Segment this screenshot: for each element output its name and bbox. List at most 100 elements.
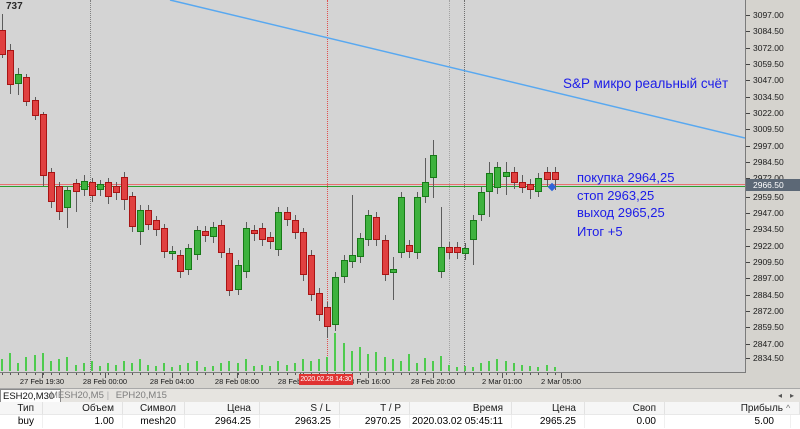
time-tick — [156, 373, 157, 375]
volume-bar — [83, 363, 85, 371]
horizontal-price-line — [0, 186, 745, 187]
volume-bar — [131, 363, 133, 371]
time-tick — [188, 373, 189, 375]
tab-mesh20-m5[interactable]: MESH20,M5 — [50, 390, 104, 401]
volume-bar — [42, 353, 44, 371]
time-tick — [441, 373, 442, 375]
candle — [454, 247, 461, 253]
time-axis[interactable]: 27 Feb 19:30 28 Feb 00:00 28 Feb 04:00 28 F… — [0, 373, 800, 388]
price-axis-label: 2997.00 — [753, 141, 784, 151]
price-tick — [746, 146, 750, 147]
volume-bar — [155, 366, 157, 371]
candle — [105, 182, 112, 197]
price-tick — [746, 80, 750, 81]
volume-bar — [302, 359, 304, 371]
price-tick — [746, 97, 750, 98]
volume-bar — [269, 366, 271, 371]
candle — [121, 177, 128, 200]
candle — [494, 167, 501, 188]
volume-bar — [163, 363, 165, 371]
time-tick — [473, 373, 474, 375]
volume-bar — [123, 361, 125, 371]
candle — [235, 265, 242, 290]
volume-bar — [115, 365, 117, 371]
candle — [430, 155, 437, 178]
volume-bar — [212, 366, 214, 371]
candle — [284, 212, 291, 220]
volume-bar — [147, 365, 149, 371]
price-tick — [746, 262, 750, 263]
candle — [202, 231, 209, 236]
scroll-right-icon[interactable]: ▸ — [790, 391, 795, 400]
price-axis-label: 2897.00 — [753, 273, 784, 283]
volume-bar — [448, 365, 450, 371]
volume-bar — [400, 361, 402, 371]
volume-bar — [1, 359, 3, 371]
candle — [446, 247, 453, 253]
price-tick — [746, 31, 750, 32]
volume-bar — [66, 357, 68, 371]
volume-bar — [505, 361, 507, 371]
table-cell: 0.00 — [585, 415, 665, 428]
candle — [414, 197, 421, 253]
candle — [422, 182, 429, 197]
candle — [357, 238, 364, 257]
candle-wick — [506, 162, 507, 195]
volume-bar — [237, 363, 239, 371]
time-tick — [522, 373, 523, 375]
candle — [23, 77, 30, 102]
volume-bar — [310, 361, 312, 371]
candle — [97, 184, 104, 190]
time-tick-major — [237, 373, 238, 378]
horizontal-price-line — [0, 184, 745, 185]
time-tick-major — [368, 373, 369, 378]
volume-bar — [245, 359, 247, 371]
price-tick — [746, 213, 750, 214]
volume-bar — [440, 356, 442, 371]
volume-bar — [277, 361, 279, 371]
time-tick — [360, 373, 361, 375]
tab-esh20-m30[interactable]: ESH20,M30 — [0, 389, 62, 403]
column-header[interactable]: Цена — [185, 402, 260, 415]
time-tick — [270, 373, 271, 375]
column-header[interactable]: Своп — [585, 402, 665, 415]
column-header[interactable]: S / L — [260, 402, 340, 415]
scroll-left-icon[interactable]: ◂ — [778, 391, 783, 400]
candle — [544, 172, 551, 180]
time-tick — [497, 373, 498, 375]
volume-bar — [75, 365, 77, 371]
time-axis-label: 27 Feb 19:30 — [19, 377, 65, 386]
column-header[interactable]: Объем — [43, 402, 123, 415]
time-tick — [506, 373, 507, 375]
volume-bar — [25, 357, 27, 371]
chart-plot[interactable]: 737 S&P микро реальный счёт покупка 2964… — [0, 0, 746, 373]
candle — [32, 100, 39, 116]
chart-comment-text: S&P микро реальный счёт — [563, 76, 729, 91]
price-axis-label: 2984.50 — [753, 157, 784, 167]
volume-bar — [171, 367, 173, 371]
price-tick — [746, 48, 750, 49]
sort-indicator-icon[interactable]: ^ — [786, 403, 791, 413]
price-tick — [746, 246, 750, 247]
volume-bar — [139, 359, 141, 371]
column-header[interactable]: Цена — [512, 402, 585, 415]
price-tick — [746, 113, 750, 114]
price-axis-label: 2972.00 — [753, 173, 784, 183]
tab-eph20-m15[interactable]: EPH20,M15 — [115, 390, 167, 401]
column-header[interactable]: Символ — [123, 402, 185, 415]
time-tick — [43, 373, 44, 375]
price-axis-label: 3059.50 — [753, 59, 784, 69]
volume-bar — [488, 361, 490, 371]
column-header[interactable]: T / P — [340, 402, 410, 415]
column-header[interactable]: Прибыль — [665, 402, 800, 415]
price-axis[interactable]: 3097.00 3084.50 3072.00 3059.50 3047.00 3034.… — [746, 0, 800, 372]
column-header[interactable]: Время — [410, 402, 512, 415]
time-tick — [180, 373, 181, 375]
candle — [113, 186, 120, 193]
column-header[interactable]: Тип — [0, 402, 43, 415]
selected-time-tag: 2020.02.28 14:30 — [299, 374, 353, 385]
time-tick — [278, 373, 279, 375]
price-tick — [746, 311, 750, 312]
price-axis-label: 2959.50 — [753, 192, 784, 202]
price-axis-label: 2922.00 — [753, 241, 784, 251]
